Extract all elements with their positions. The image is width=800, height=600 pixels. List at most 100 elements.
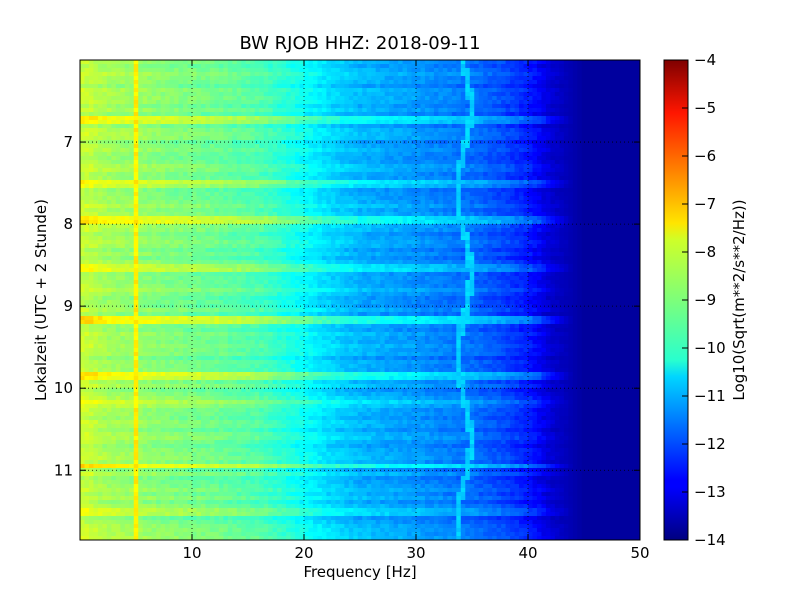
heatmap-cell <box>97 216 103 221</box>
heatmap-cell <box>250 180 256 185</box>
heatmap-cell <box>563 84 569 89</box>
heatmap-cell <box>447 76 453 81</box>
heatmap-cell <box>371 216 377 221</box>
heatmap-cell <box>299 136 305 141</box>
heatmap-cell <box>366 176 372 181</box>
heatmap-cell <box>218 104 224 109</box>
heatmap-cell <box>263 76 269 81</box>
heatmap-cell <box>236 212 242 217</box>
heatmap-cell <box>474 104 480 109</box>
heatmap-cell <box>192 152 198 157</box>
heatmap-cell <box>290 112 296 117</box>
heatmap-cell <box>218 156 224 161</box>
heatmap-cell <box>120 216 126 221</box>
heatmap-cell <box>496 60 502 65</box>
heatmap-cell <box>554 112 560 117</box>
heatmap-cell <box>200 64 207 69</box>
heatmap-cell <box>375 72 381 77</box>
heatmap-cell <box>192 132 198 137</box>
heatmap-cell <box>451 72 457 77</box>
heatmap-cell <box>595 176 601 181</box>
heatmap-cell <box>442 184 448 189</box>
heatmap-cell <box>272 60 278 65</box>
heatmap-cell <box>510 188 516 193</box>
heatmap-cell <box>608 72 614 77</box>
heatmap-cell <box>241 168 247 173</box>
heatmap-cell <box>492 148 498 153</box>
heatmap-cell <box>84 140 90 145</box>
heatmap-cell <box>169 184 175 189</box>
heatmap-cell <box>286 100 292 105</box>
heatmap-cell <box>375 116 381 121</box>
heatmap-cell <box>407 164 413 169</box>
heatmap-cell <box>604 72 610 77</box>
heatmap-cell <box>581 104 587 109</box>
heatmap-cell <box>613 172 619 177</box>
heatmap-cell <box>120 80 126 85</box>
heatmap-cell <box>501 132 507 137</box>
heatmap-cell <box>272 76 278 81</box>
heatmap-cell <box>93 72 99 77</box>
heatmap-cell <box>416 68 422 73</box>
heatmap-cell <box>312 200 319 205</box>
heatmap-cell <box>93 120 99 125</box>
heatmap-cell <box>299 92 305 97</box>
heatmap-cell <box>124 92 130 97</box>
heatmap-cell <box>375 128 381 133</box>
heatmap-cell <box>550 196 556 201</box>
heatmap-cell <box>487 180 493 185</box>
heatmap-cell <box>93 160 99 165</box>
heatmap-cell <box>344 88 350 93</box>
heatmap-cell <box>178 108 184 113</box>
heatmap-cell <box>304 164 310 169</box>
heatmap-cell <box>250 116 256 121</box>
heatmap-cell <box>599 212 605 217</box>
heatmap-cell <box>384 180 390 185</box>
heatmap-cell <box>259 128 265 133</box>
heatmap-cell <box>519 112 525 117</box>
heatmap-cell <box>617 212 623 217</box>
heatmap-cell <box>218 124 224 129</box>
heatmap-cell <box>510 132 516 137</box>
heatmap-cell <box>178 60 184 65</box>
heatmap-cell <box>209 124 215 129</box>
heatmap-cell <box>339 148 345 153</box>
heatmap-cell <box>277 200 283 205</box>
heatmap-cell <box>236 76 242 81</box>
heatmap-cell <box>550 188 556 193</box>
heatmap-cell <box>393 200 399 205</box>
heatmap-cell <box>250 192 256 197</box>
heatmap-cell <box>536 128 543 133</box>
heatmap-cell <box>106 140 112 145</box>
heatmap-cell <box>290 156 296 161</box>
heatmap-cell <box>389 120 395 125</box>
heatmap-cell <box>335 140 341 145</box>
heatmap-cell <box>563 72 569 77</box>
heatmap-cell <box>97 80 103 85</box>
heatmap-cell <box>559 124 565 129</box>
heatmap-cell <box>451 88 457 93</box>
heatmap-cell <box>106 120 112 125</box>
heatmap-cell <box>245 144 251 149</box>
heatmap-cell <box>160 88 166 93</box>
heatmap-cell <box>559 104 565 109</box>
heatmap-cell <box>326 212 332 217</box>
heatmap-cell <box>308 136 314 141</box>
heatmap-cell <box>523 164 529 169</box>
heatmap-cell <box>120 184 126 189</box>
heatmap-cell <box>80 208 86 213</box>
heatmap-cell <box>581 188 587 193</box>
heatmap-cell <box>304 152 310 157</box>
heatmap-cell <box>407 124 413 129</box>
heatmap-cell <box>183 216 189 221</box>
heatmap-cell <box>120 128 126 133</box>
heatmap-cell <box>577 132 583 137</box>
heatmap-cell <box>156 212 162 217</box>
heatmap-cell <box>214 164 220 169</box>
heatmap-cell <box>304 92 310 97</box>
heatmap-cell <box>465 136 471 141</box>
heatmap-cell <box>429 120 435 125</box>
heatmap-cell <box>416 76 422 81</box>
heatmap-cell <box>272 68 278 73</box>
heatmap-cell <box>326 200 332 205</box>
